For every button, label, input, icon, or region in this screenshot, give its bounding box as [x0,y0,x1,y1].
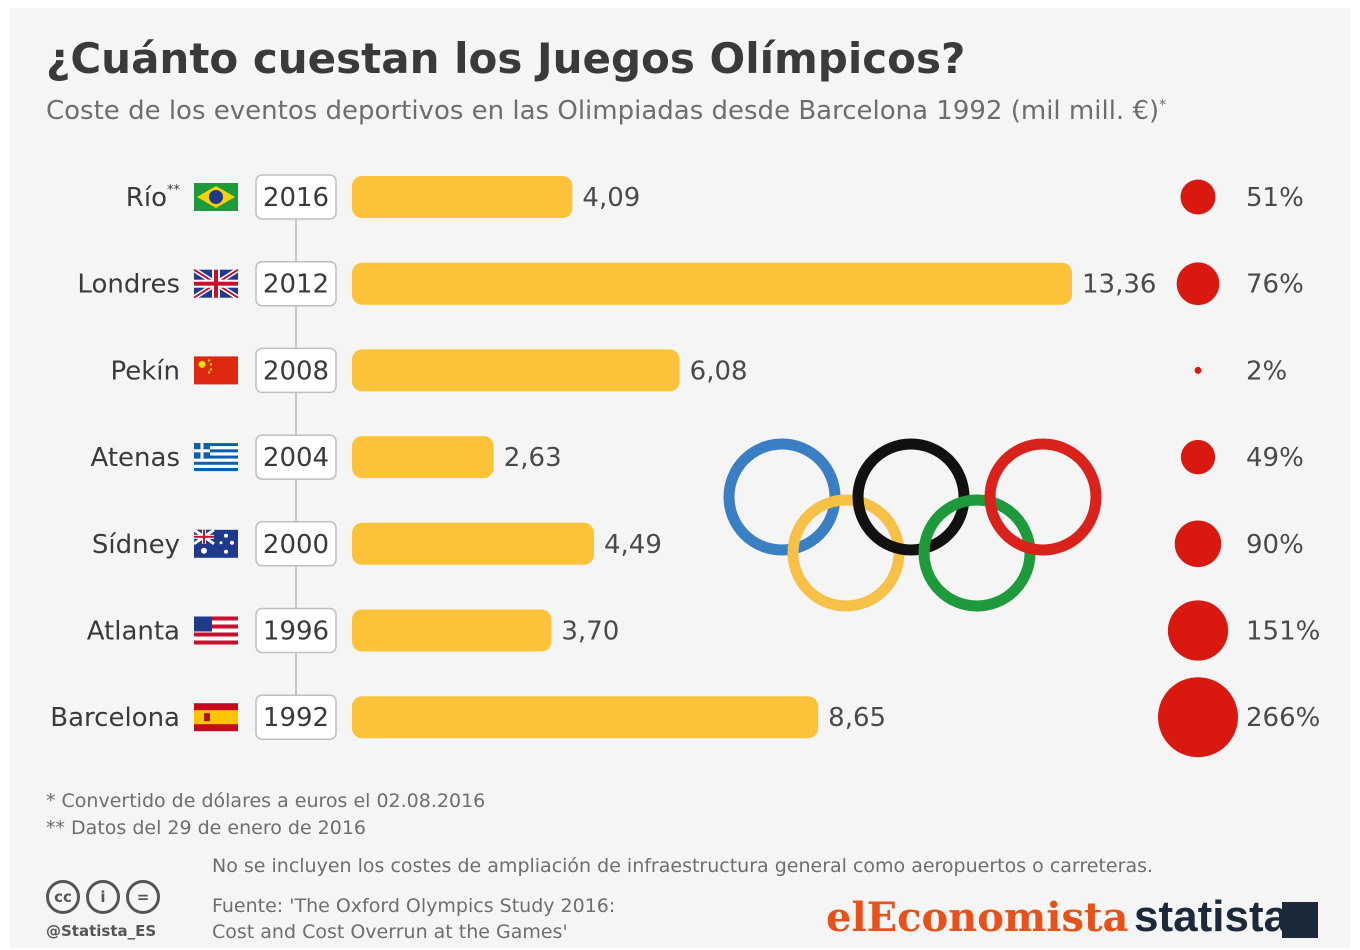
attribution-icon: i [86,880,120,914]
year-label: 2012 [263,270,329,300]
year-box [255,694,337,740]
year-label: 2008 [263,356,329,386]
overrun-pct-label: 151% [1246,617,1320,647]
year-label: 2000 [263,530,329,560]
subtitle-footnote-mark: * [1159,97,1167,114]
overrun-circle [1180,179,1216,215]
chart-row: Río** 2016 4,09 51% [126,174,1304,220]
year-label: 1992 [263,703,329,733]
olympic-ring-green [918,494,1036,612]
uk-flag-icon [192,267,240,300]
city-label: Atlanta [87,617,180,647]
chart-row: Atlanta 1996 3,70 151% [87,600,1320,661]
cost-value-label: 4,09 [582,183,640,213]
olympic-ring-black [852,438,970,556]
footnote-1: * Convertido de dólares a euros el 02.08… [46,790,486,812]
year-box [255,347,337,394]
overrun-circle [1167,600,1229,661]
cost-bar [352,176,573,218]
cost-bar [352,522,594,565]
no-derivatives-icon: = [126,880,160,914]
olympic-rings-icon [723,438,1102,612]
year-box [255,521,337,567]
greece-flag-icon [194,443,238,472]
license-icons: cc i = [46,880,160,914]
overrun-pct-label: 2% [1246,356,1287,386]
city-label: Barcelona [50,703,180,733]
chart-row: Londres 2012 13,36 76% [77,260,1304,307]
cost-value-label: 6,08 [690,356,748,386]
page-subtitle: Coste de los eventos deportivos en las O… [46,96,1166,126]
year-box [255,174,337,220]
cost-bar [352,609,552,652]
source-note: Fuente: 'The Oxford Olympics Study 2016:… [212,893,615,945]
cc-icon: cc [46,880,80,914]
page-title: ¿Cuánto cuestan los Juegos Olímpicos? [46,34,966,83]
statista-logo-mark-icon [1282,902,1318,938]
overrun-pct-label: 90% [1246,530,1304,560]
chart-row: Sídney 2000 4,49 90% [92,520,1304,568]
city-label: Río** [126,183,181,213]
statista-logo: statista [1134,892,1289,941]
year-label: 1996 [263,617,329,647]
cost-bar [352,436,494,479]
cost-bar [352,696,819,739]
overrun-circle [1176,262,1220,306]
footnote-2: ** Datos del 29 de enero de 2016 [46,817,367,839]
olympic-ring-blue [723,438,841,556]
year-label: 2016 [263,183,329,213]
overrun-circle [1180,439,1216,475]
city-label: Londres [77,270,180,300]
overrun-circle [1194,366,1202,374]
cost-value-label: 8,65 [828,703,886,733]
city-label: Atenas [91,443,180,473]
chart-row: Atenas 2004 2,63 49% [91,434,1304,480]
source-line-1: Fuente: 'The Oxford Olympics Study 2016: [212,895,616,917]
cost-value-label: 3,70 [561,617,619,647]
overrun-circle [1174,520,1222,568]
cost-value-label: 2,63 [504,443,562,473]
source-line-2: Cost and Cost Overrun at the Games' [212,921,568,943]
cost-bar [352,262,1072,305]
infographic-card [10,8,1350,948]
usa-flag-icon [194,616,238,645]
olympic-ring-yellow [787,494,905,612]
city-label: Sídney [92,530,180,560]
spain-flag-icon [194,703,238,732]
cost-value-label: 4,49 [604,530,662,560]
cost-value-label: 13,36 [1082,270,1156,300]
brazil-flag-icon [194,183,238,211]
overrun-pct-label: 49% [1246,443,1304,473]
year-label: 2004 [263,443,329,473]
year-box [255,260,337,307]
footnote-3: No se incluyen los costes de ampliación … [212,855,1154,877]
chart-row: Pekín 2008 6,08 2% [110,347,1287,394]
city-label: Pekín [110,356,180,386]
year-box [255,607,337,654]
australia-flag-icon [193,528,238,558]
statista-handle: @Statista_ES [46,922,157,940]
overrun-pct-label: 76% [1246,270,1304,300]
olympic-ring-red [984,438,1102,556]
chart-row: Barcelona 1992 8,65 266% [50,677,1320,758]
subtitle-text: Coste de los eventos deportivos en las O… [46,96,1160,126]
city-footnote-mark: ** [167,183,181,198]
overrun-pct-label: 51% [1246,183,1304,213]
china-flag-icon [194,356,238,385]
year-box [255,434,337,480]
overrun-pct-label: 266% [1246,703,1320,733]
cost-bar [352,349,680,392]
overrun-circle [1158,677,1238,758]
eleconomista-logo: elEconomista [826,894,1129,941]
